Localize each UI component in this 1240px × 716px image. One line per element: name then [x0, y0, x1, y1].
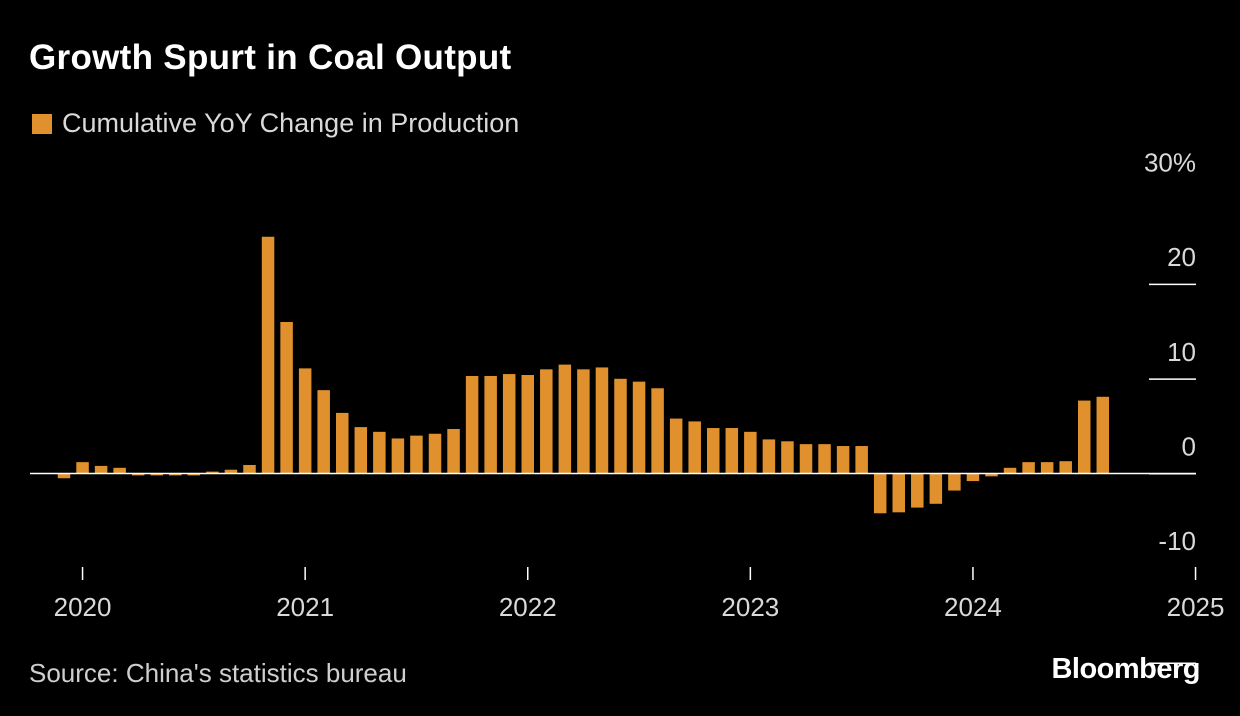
bar: [669, 418, 683, 474]
bar: [836, 446, 850, 474]
bar: [688, 421, 701, 474]
bar: [781, 441, 794, 474]
bar: [484, 375, 497, 474]
bar: [243, 464, 256, 474]
bar: [651, 388, 664, 474]
bar: [632, 381, 646, 474]
bar: [410, 435, 423, 474]
legend: Cumulative YoY Change in Production: [32, 108, 519, 139]
y-tick-label: 30%: [1144, 147, 1196, 177]
bar: [206, 471, 219, 474]
source-note: Source: China's statistics bureau: [29, 658, 407, 688]
bar: [707, 428, 720, 474]
x-tick-label: 2025: [1167, 592, 1225, 622]
bar: [224, 469, 238, 474]
bar: [502, 374, 516, 474]
bar: [447, 428, 460, 474]
bar: [744, 431, 757, 474]
bar: [1022, 462, 1035, 474]
bar: [465, 375, 479, 474]
bar: [1059, 461, 1072, 474]
bar: [577, 369, 590, 474]
bar: [1078, 400, 1091, 474]
bar: [892, 473, 905, 513]
bar: [280, 321, 293, 474]
bar: [929, 473, 943, 504]
bar: [373, 431, 386, 474]
bar: [298, 368, 312, 474]
bar: [1003, 467, 1017, 474]
bar: [113, 467, 126, 474]
bar: [873, 473, 887, 514]
bar: [595, 367, 609, 474]
x-tick-label: 2021: [276, 592, 334, 622]
bar: [966, 473, 980, 482]
bar: [428, 433, 442, 474]
bar: [1040, 462, 1054, 474]
bar: [911, 473, 924, 508]
y-tick-label: -10: [1158, 526, 1196, 556]
bar: [261, 236, 275, 474]
bar: [540, 369, 553, 474]
x-tick-label: 2023: [721, 592, 779, 622]
bar: [94, 465, 108, 474]
bar: [521, 375, 534, 474]
bar: [614, 378, 627, 474]
bar: [762, 439, 776, 474]
bar: [725, 428, 739, 474]
bar: [131, 473, 145, 476]
bar: [855, 446, 868, 474]
bar: [391, 438, 405, 474]
y-tick-label: 10: [1167, 337, 1196, 367]
bar: [187, 473, 201, 476]
bar: [558, 364, 572, 474]
x-tick-label: 2024: [944, 592, 1002, 622]
bar: [354, 427, 368, 474]
legend-swatch: [32, 113, 52, 134]
bar: [1096, 396, 1110, 474]
bar: [76, 462, 89, 474]
x-tick-label: 2020: [54, 592, 112, 622]
bar: [818, 444, 831, 474]
y-tick-label: 20: [1167, 242, 1196, 272]
bar: [985, 473, 998, 477]
bloomberg-logo: Bloomberg: [1051, 653, 1200, 685]
y-tick-label: 0: [1182, 432, 1196, 462]
bar: [150, 473, 163, 476]
bar: [799, 444, 813, 474]
bar: [336, 412, 349, 474]
bar: [57, 473, 71, 479]
x-tick-label: 2022: [499, 592, 557, 622]
legend-label: Cumulative YoY Change in Production: [62, 108, 520, 138]
bar: [948, 473, 961, 491]
bar: [317, 390, 330, 474]
bar: [169, 473, 182, 476]
chart-title: Growth Spurt in Coal Output: [29, 38, 512, 77]
